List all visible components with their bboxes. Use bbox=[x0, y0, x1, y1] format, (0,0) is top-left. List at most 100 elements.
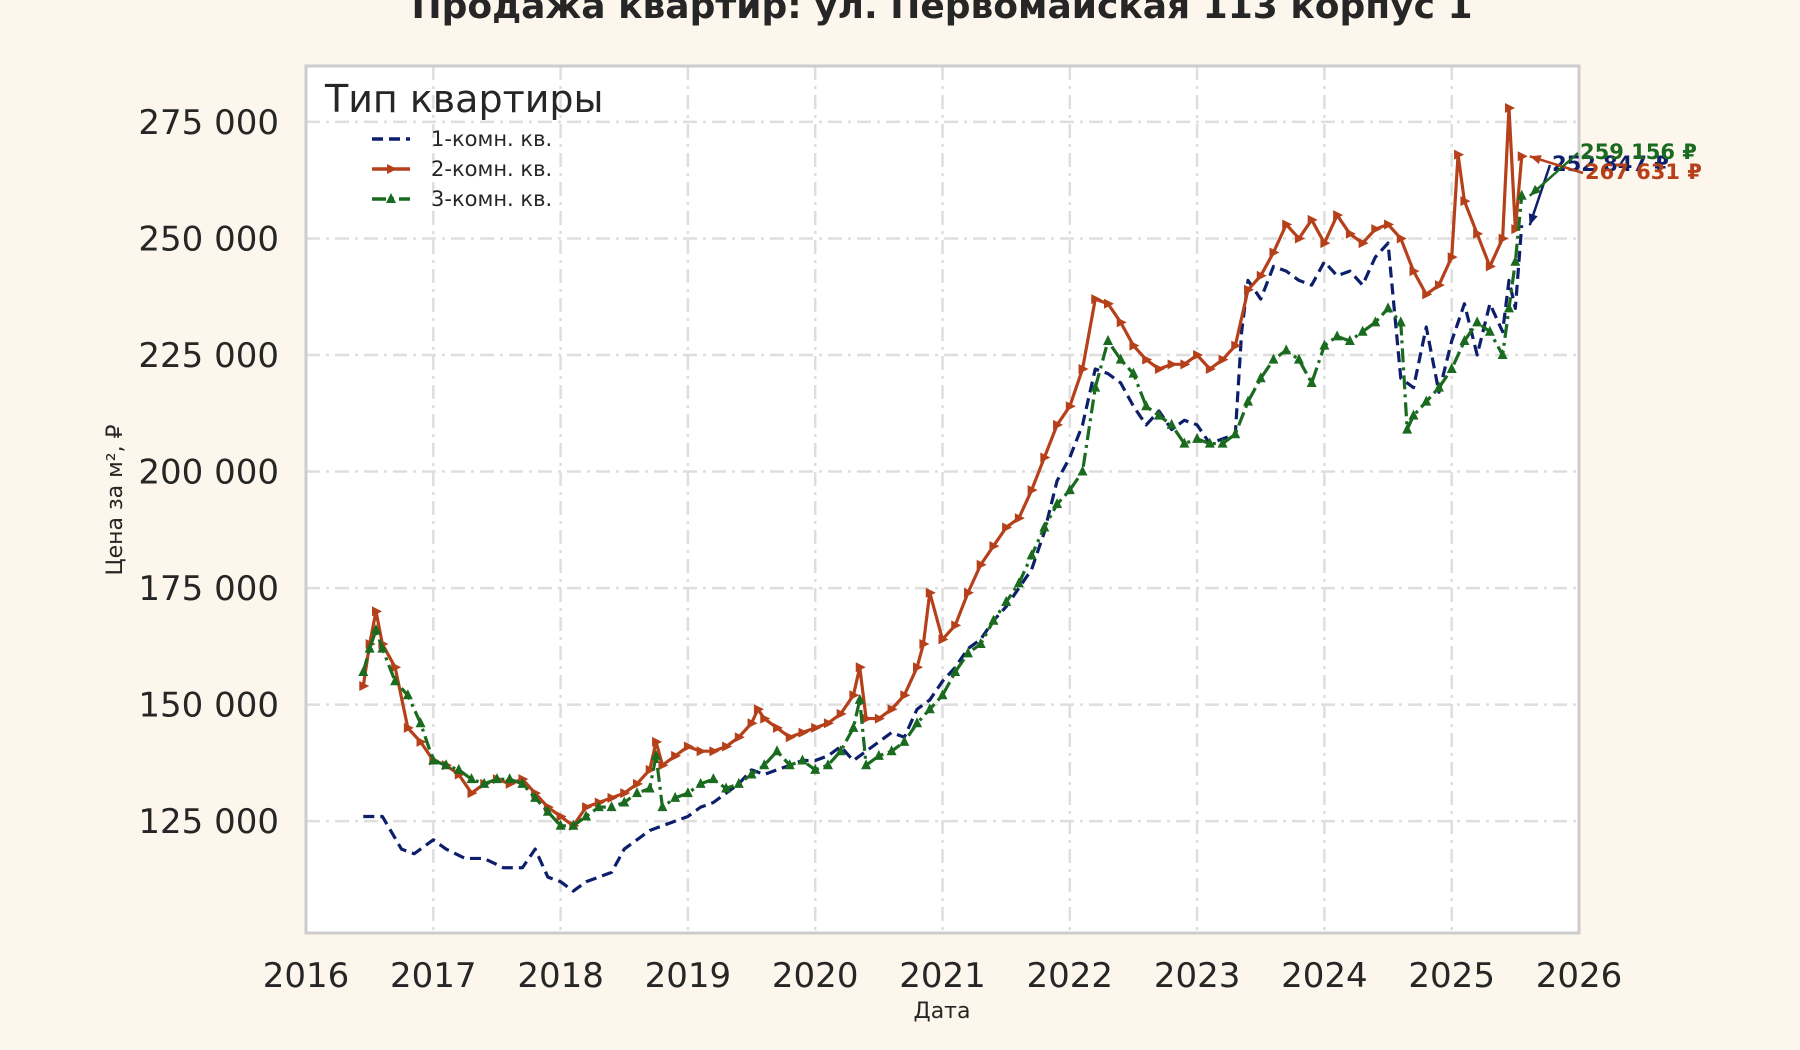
data-point-marker bbox=[1077, 465, 1088, 476]
y-tick-label: 250 000 bbox=[138, 219, 279, 259]
data-point-marker bbox=[517, 777, 528, 788]
data-point-marker bbox=[364, 642, 375, 653]
data-point-marker bbox=[1447, 252, 1458, 263]
data-point-marker bbox=[1344, 335, 1355, 346]
data-point-marker bbox=[1395, 316, 1406, 327]
data-point-marker bbox=[1116, 317, 1127, 328]
data-point-marker bbox=[1218, 354, 1229, 365]
data-point-marker bbox=[1013, 577, 1024, 588]
data-point-marker bbox=[1320, 238, 1331, 249]
legend-label: 2-комн. кв. bbox=[431, 157, 552, 181]
data-point-marker bbox=[402, 689, 413, 700]
data-point-marker bbox=[1433, 381, 1444, 392]
data-point-marker bbox=[1293, 353, 1304, 364]
data-point-marker bbox=[359, 680, 370, 691]
data-point-marker bbox=[747, 718, 758, 729]
data-point-marker bbox=[849, 690, 860, 701]
data-point-marker bbox=[784, 759, 795, 770]
data-point-marker bbox=[733, 777, 744, 788]
data-point-marker bbox=[835, 745, 846, 756]
data-point-marker bbox=[371, 624, 382, 635]
data-point-marker bbox=[386, 193, 396, 203]
legend-label: 3-комн. кв. bbox=[431, 187, 552, 211]
data-point-marker bbox=[912, 717, 923, 728]
data-point-marker bbox=[938, 634, 949, 645]
data-point-marker bbox=[753, 704, 764, 715]
data-point-marker bbox=[1129, 340, 1140, 351]
data-point-marker bbox=[963, 587, 974, 598]
data-point-marker bbox=[1039, 521, 1050, 532]
data-point-marker bbox=[1484, 325, 1495, 336]
data-point-marker bbox=[1192, 432, 1203, 443]
data-point-marker bbox=[657, 801, 668, 812]
data-point-marker bbox=[403, 722, 414, 733]
y-tick-label: 275 000 bbox=[138, 103, 279, 143]
end-value-annotation: 259 156 ₽ bbox=[1528, 140, 1697, 197]
data-point-marker bbox=[988, 614, 999, 625]
data-point-marker bbox=[620, 788, 631, 799]
data-point-marker bbox=[1473, 228, 1484, 239]
data-point-marker bbox=[1460, 196, 1471, 207]
data-point-marker bbox=[1204, 437, 1215, 448]
data-point-marker bbox=[1333, 210, 1344, 221]
data-point-marker bbox=[1065, 401, 1076, 412]
data-point-marker bbox=[773, 722, 784, 733]
data-point-marker bbox=[1243, 395, 1254, 406]
data-point-marker bbox=[1282, 219, 1293, 230]
data-point-marker bbox=[542, 805, 553, 816]
data-point-marker bbox=[1434, 280, 1445, 291]
data-point-marker bbox=[441, 759, 452, 770]
data-point-marker bbox=[1002, 522, 1013, 533]
data-point-marker bbox=[632, 778, 643, 789]
data-point-marker bbox=[1422, 289, 1433, 300]
data-point-marker bbox=[1504, 102, 1515, 113]
data-point-marker bbox=[861, 759, 872, 770]
end-value-label: 252 847 ₽ bbox=[1552, 152, 1669, 176]
data-point-marker bbox=[504, 773, 515, 784]
series-line bbox=[361, 106, 1524, 828]
data-point-marker bbox=[1052, 498, 1063, 509]
data-point-marker bbox=[924, 703, 935, 714]
data-point-marker bbox=[1516, 189, 1527, 200]
data-point-marker bbox=[1319, 339, 1330, 350]
data-point-marker bbox=[1141, 400, 1152, 411]
data-point-marker bbox=[1459, 335, 1470, 346]
data-point-marker bbox=[1332, 330, 1343, 341]
x-tick-label: 2025 bbox=[1408, 956, 1495, 996]
data-point-marker bbox=[1307, 214, 1318, 225]
plot-frame bbox=[304, 64, 1581, 935]
data-point-marker bbox=[467, 788, 478, 799]
data-point-marker bbox=[1014, 513, 1025, 524]
data-point-marker bbox=[873, 749, 884, 760]
x-tick-label: 2023 bbox=[1154, 956, 1241, 996]
end-value-label: 267 631 ₽ bbox=[1585, 160, 1702, 184]
x-tick-label: 2017 bbox=[390, 956, 477, 996]
plot-area bbox=[306, 66, 1579, 933]
data-point-marker bbox=[709, 746, 720, 757]
data-point-marker bbox=[1053, 419, 1064, 430]
data-point-marker bbox=[823, 718, 834, 729]
series-1 bbox=[363, 225, 1524, 893]
data-point-marker bbox=[391, 662, 402, 673]
data-point-marker bbox=[651, 749, 662, 760]
data-point-marker bbox=[1396, 233, 1407, 244]
data-point-marker bbox=[377, 642, 388, 653]
data-point-marker bbox=[862, 713, 873, 724]
data-point-marker bbox=[1193, 350, 1204, 360]
series-2 bbox=[359, 102, 1528, 831]
annotation-arrowhead bbox=[1529, 184, 1542, 196]
x-tick-label: 2021 bbox=[899, 956, 986, 996]
legend: Тип квартиры 1-комн. кв. 2-комн. кв. 3-ком… bbox=[324, 77, 604, 211]
data-point-marker bbox=[1510, 255, 1521, 266]
data-point-marker bbox=[1421, 395, 1432, 406]
legend-title: Тип квартиры bbox=[324, 77, 604, 121]
data-point-marker bbox=[416, 736, 427, 747]
data-point-marker bbox=[887, 704, 898, 715]
data-point-marker bbox=[1255, 372, 1266, 383]
data-point-marker bbox=[568, 819, 579, 830]
data-point-marker bbox=[975, 638, 986, 648]
data-point-marker bbox=[900, 690, 911, 701]
data-point-marker bbox=[976, 559, 987, 570]
data-point-marker bbox=[1269, 247, 1280, 258]
